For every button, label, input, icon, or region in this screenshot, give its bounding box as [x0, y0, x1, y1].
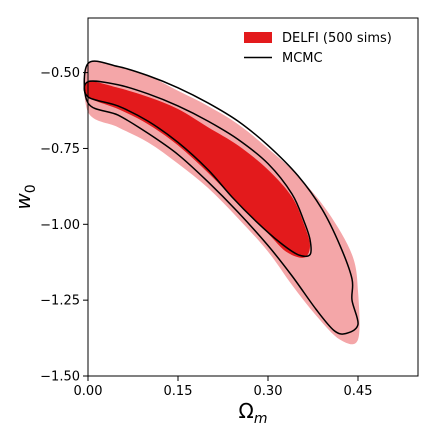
- delfi-contour-inner: [84, 81, 310, 258]
- y-tick-label: −0.50: [40, 66, 80, 81]
- y-tick-label: −1.00: [40, 218, 80, 233]
- plot-frame: [87, 17, 419, 377]
- legend: DELFI (500 sims) MCMC: [244, 31, 392, 66]
- mcmc-contour-outer: [83, 60, 359, 335]
- y-tick-label: −1.25: [40, 294, 80, 309]
- legend-label-delfi: DELFI (500 sims): [282, 31, 392, 46]
- x-tick-label: 0.15: [164, 384, 193, 399]
- y-tick-label: −0.75: [40, 142, 80, 157]
- legend-swatch-delfi: [244, 32, 272, 43]
- axis-ticks: 0.00 0.15 0.30 0.45 −1.50 −1.25 −1.00 −0.75 −0.5…: [40, 66, 372, 399]
- y-axis-label: w0: [11, 184, 39, 209]
- y-tick-label: −1.50: [40, 370, 80, 385]
- x-axis-label: Ωm: [239, 399, 268, 427]
- x-tick-label: 0.30: [254, 384, 283, 399]
- mcmc-contour-inner: [83, 80, 312, 258]
- x-tick-label: 0.00: [74, 384, 103, 399]
- plot-area: [83, 60, 360, 345]
- legend-label-mcmc: MCMC: [282, 51, 323, 66]
- x-tick-label: 0.45: [344, 384, 373, 399]
